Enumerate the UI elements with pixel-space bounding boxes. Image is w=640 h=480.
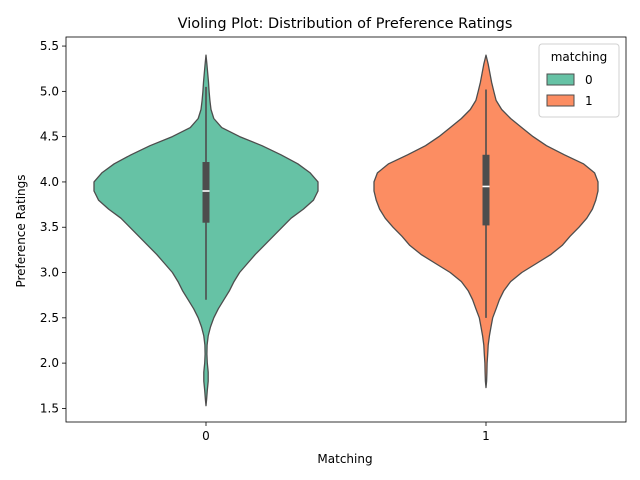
y-axis-label: Preference Ratings [14,174,28,287]
x-tick-label: 0 [202,429,210,443]
iqr-box-1 [482,154,490,226]
legend-swatch-1 [546,94,575,107]
plot-frame [65,36,627,423]
y-tick-label: 2.0 [40,356,59,370]
chart-title: Violing Plot: Distribution of Preference… [178,16,513,32]
y-tick-label: 4.5 [40,130,59,144]
plot-area [93,54,599,407]
y-tick-label: 4.0 [40,175,59,189]
axes: 1.5 2.0 2.5 3.0 3.5 4.0 4.5 5.0 5.5 0 1 [40,36,627,443]
y-tick-label: 1.5 [40,401,59,415]
y-tick-label: 3.0 [40,266,59,280]
iqr-box-0 [202,162,210,223]
legend-label-1: 1 [585,94,593,108]
legend-title: matching [551,50,608,64]
y-tick-label: 5.0 [40,84,59,98]
x-axis-label: Matching [317,452,372,466]
legend: matching 0 1 [538,43,620,118]
y-tick-label: 3.5 [40,220,59,234]
legend-label-0: 0 [585,73,593,87]
y-tick-label: 2.5 [40,311,59,325]
y-tick-label: 5.5 [40,39,59,53]
x-tick-label: 1 [482,429,490,443]
legend-swatch-0 [546,73,575,86]
